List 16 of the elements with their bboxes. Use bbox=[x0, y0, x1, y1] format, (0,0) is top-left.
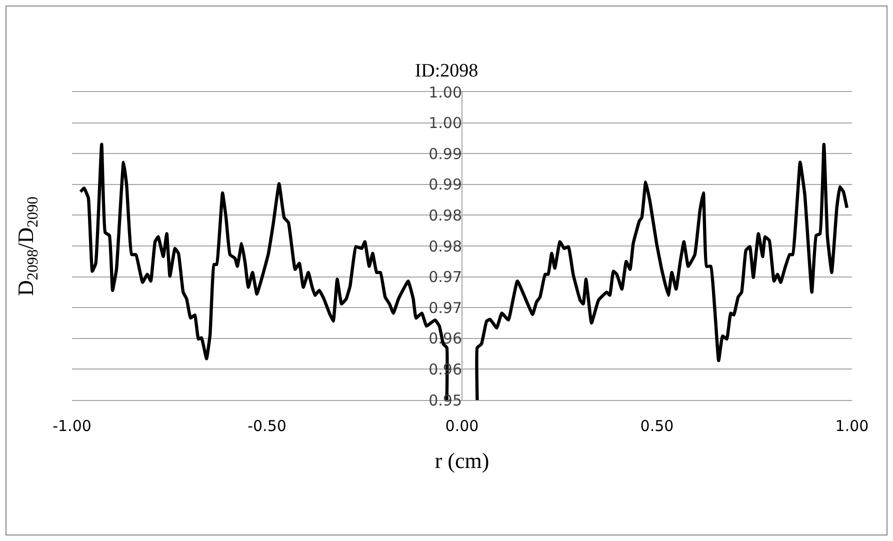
y-tick-label: 0.97 bbox=[428, 268, 462, 286]
y-tick-label: 0.97 bbox=[428, 298, 462, 317]
y-tick-label: 0.95 bbox=[428, 391, 462, 410]
x-tick-label: -0.50 bbox=[248, 417, 286, 435]
x-tick-label: -1.00 bbox=[52, 417, 92, 435]
chart-title: ID:2098 bbox=[414, 60, 478, 82]
x-axis-title: r (cm) bbox=[434, 448, 490, 473]
y-tick-label: 0.99 bbox=[428, 144, 462, 163]
x-tick-label: 0.50 bbox=[640, 417, 674, 435]
y-tick-label: 0.98 bbox=[428, 206, 462, 224]
x-tick-label: 0.00 bbox=[445, 417, 479, 435]
x-tick-label: 1.00 bbox=[835, 417, 869, 435]
y-tick-label: 1.00 bbox=[428, 83, 462, 102]
y-tick-label: 1.00 bbox=[428, 114, 462, 132]
y-tick-label: 0.99 bbox=[428, 176, 462, 194]
y-tick-label: 0.98 bbox=[428, 237, 462, 256]
